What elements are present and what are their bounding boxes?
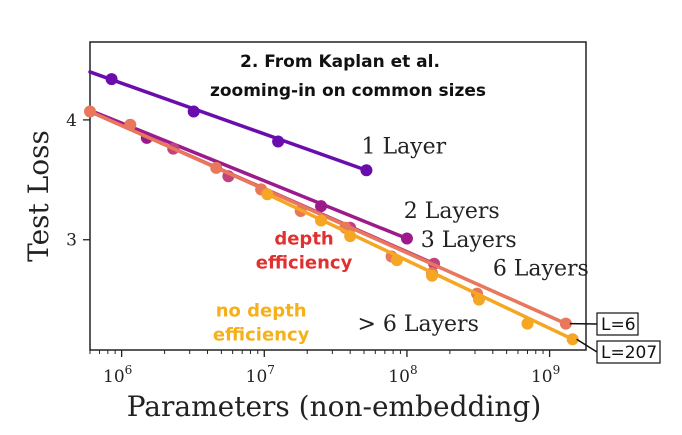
annotation-text: efficiency — [256, 253, 353, 274]
data-point — [315, 214, 328, 227]
data-point — [566, 333, 579, 346]
data-point — [559, 317, 572, 330]
series-line — [88, 109, 568, 326]
x-tick-exponent: 8 — [410, 363, 418, 377]
y-axis-label: Test Loss — [22, 130, 55, 262]
x-tick-exponent: 9 — [553, 363, 561, 377]
data-point — [426, 269, 439, 282]
data-point — [344, 230, 357, 243]
x-tick-label: 106 — [103, 363, 132, 387]
data-point — [261, 188, 274, 201]
callout-leader — [576, 338, 598, 353]
callout-2: L=207 — [576, 338, 661, 364]
x-tick-base: 10 — [246, 367, 268, 387]
series-line — [88, 70, 369, 172]
plot-frame — [89, 41, 587, 351]
callout-label: L=6 — [601, 315, 636, 335]
annotation-text: 6 Layers — [493, 257, 589, 282]
series-layer — [84, 70, 579, 346]
data-point — [315, 200, 328, 213]
data-point — [124, 118, 137, 131]
annotation-text: depth — [274, 229, 333, 250]
data-point — [390, 254, 403, 267]
data-point — [210, 161, 223, 174]
data-point — [521, 317, 534, 330]
callout-label: L=207 — [601, 343, 657, 363]
data-point — [105, 73, 118, 86]
annotation-text: 3 Layers — [421, 228, 517, 253]
data-point — [400, 232, 413, 245]
chart-title-line-2: zooming-in on common sizes — [210, 81, 486, 101]
series-line — [88, 108, 409, 241]
callout-box — [596, 312, 639, 336]
data-point — [360, 164, 373, 177]
callout-1: L=6 — [569, 312, 639, 336]
x-tick-base: 10 — [531, 367, 553, 387]
annotation-layer: 1 Layer 2 Layers 3 Layers 6 Layers > 6 Layer… — [213, 134, 661, 364]
callout-box — [596, 340, 661, 364]
data-point — [84, 105, 96, 118]
annotation-text: > 6 Layers — [357, 312, 478, 337]
chart-title-line-1: 2. From Kaplan et al. — [240, 52, 440, 72]
series-1 — [88, 70, 373, 177]
x-tick-exponent: 6 — [125, 363, 133, 377]
data-point — [472, 293, 485, 306]
x-tick-base: 10 — [103, 367, 125, 387]
x-tick-label: 109 — [531, 363, 560, 387]
y-tick-label: 4 — [66, 111, 77, 131]
data-point — [272, 135, 285, 148]
annotation-text: 1 Layer — [361, 134, 446, 159]
annotation-text: no depth — [216, 300, 307, 321]
x-tick-label: 107 — [246, 363, 275, 387]
x-tick-exponent: 7 — [267, 363, 275, 377]
annotation-text: 2 Layers — [404, 199, 500, 224]
y-tick-label: 3 — [66, 231, 77, 251]
annotation-text: efficiency — [213, 324, 310, 345]
x-tick-label: 108 — [388, 363, 417, 387]
data-point — [187, 105, 200, 118]
x-axis-label: Parameters (non-embedding) — [127, 390, 542, 423]
x-tick-base: 10 — [388, 367, 410, 387]
series-5 — [261, 188, 579, 346]
